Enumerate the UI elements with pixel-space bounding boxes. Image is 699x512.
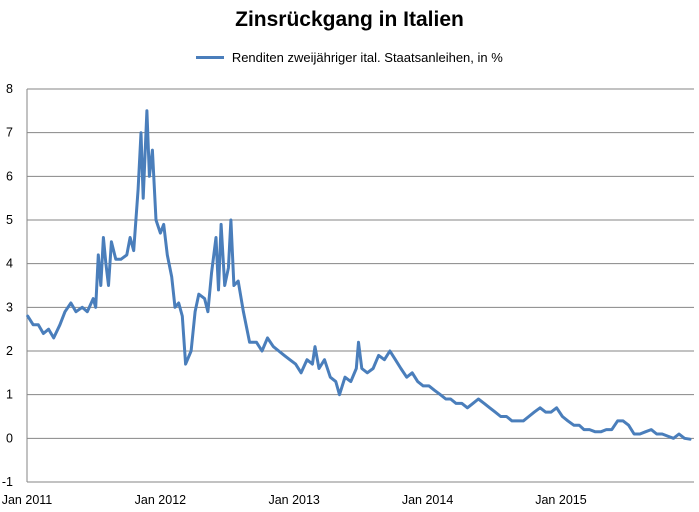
y-tick-label: 4 [6,257,13,271]
chart-title: Zinsrückgang in Italien [235,8,464,31]
x-tick-label: Jan 2013 [268,493,319,507]
x-tick-label: Jan 2012 [135,493,186,507]
y-tick-label: 5 [6,213,13,227]
y-axis-ticks: 8 7 6 5 4 3 2 1 0 -1 [2,82,13,489]
grid-lines [27,88,694,483]
y-tick-label: 7 [6,126,13,140]
legend-line-swatch [196,56,225,60]
series-line [26,109,692,441]
y-tick-label: -1 [2,475,13,489]
y-tick-label: 0 [6,431,13,445]
x-tick-label: Jan 2011 [2,493,53,507]
y-tick-label: 6 [6,169,13,183]
x-tick-label: Jan 2015 [535,493,586,507]
y-tick-label: 1 [6,388,13,402]
x-tick-label: Jan 2014 [402,493,453,507]
x-axis-ticks: Jan 2011 Jan 2012 Jan 2013 Jan 2014 Jan 2015 [2,493,587,507]
legend-label: Renditen zweijähriger ital. Staatsanleih… [231,50,503,65]
y-tick-label: 2 [6,344,13,358]
y-tick-label: 8 [6,82,13,96]
legend: Renditen zweijähriger ital. Staatsanleih… [0,50,699,65]
y-tick-label: 3 [6,300,13,314]
